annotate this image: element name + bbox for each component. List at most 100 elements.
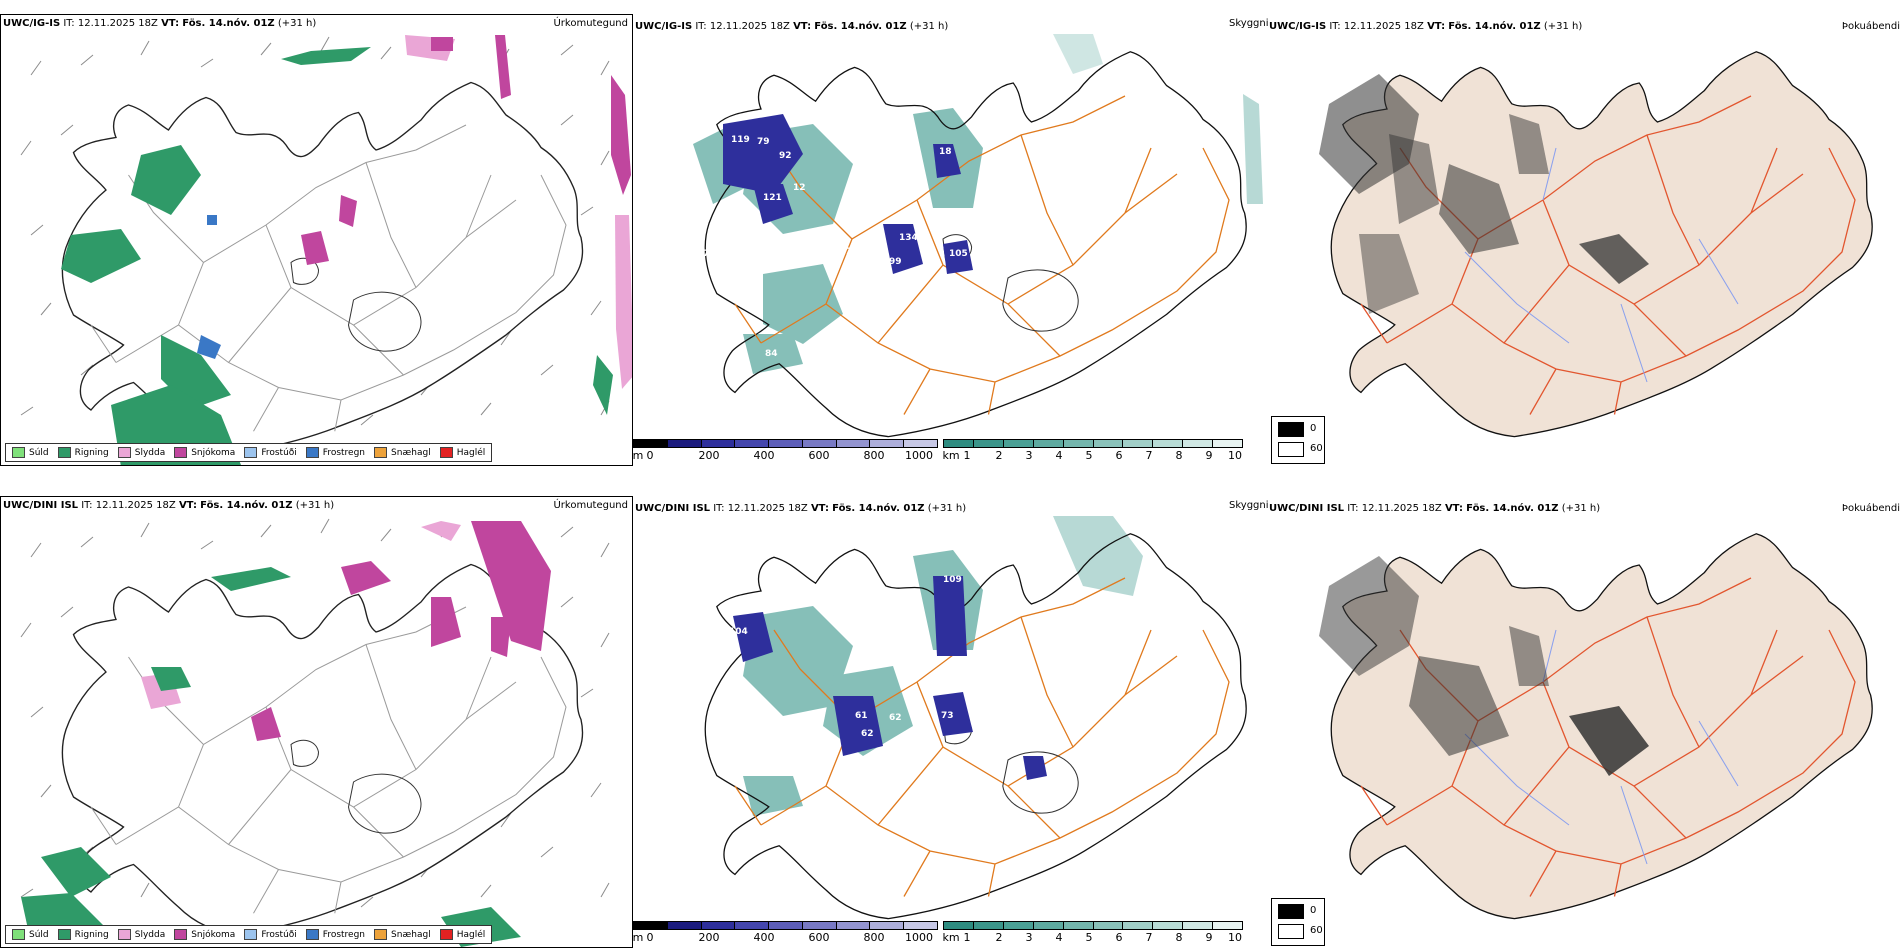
- legend-swatch: [117, 447, 131, 458]
- panel-header: UWC/DINI ISL IT: 12.11.2025 18Z VT: Fös.…: [1269, 503, 1600, 514]
- ceiling-label: 16: [993, 575, 1006, 585]
- valid-time: Fös. 14.nóv. 01Z: [182, 18, 275, 29]
- legend-item-freezing-rain: Frostregn: [305, 447, 366, 458]
- visibility-ticks: km 1 2 3 4 5 6 7 8 9 10: [942, 448, 1243, 462]
- ceiling-label: 84: [765, 349, 778, 359]
- legend-swatch: [174, 447, 188, 458]
- tick-label: 200: [698, 931, 720, 944]
- fog-label: 0: [1310, 905, 1317, 916]
- visibility-bin: [1093, 922, 1124, 929]
- ceiling-label: 62: [861, 729, 874, 739]
- legend-label: Slydda: [134, 447, 166, 458]
- vt-label: VT:: [1444, 503, 1463, 514]
- lead-time: (+31 h): [295, 500, 335, 511]
- legend-item-snow: Snjókoma: [174, 929, 235, 940]
- ceiling-bin: [735, 922, 770, 929]
- legend-swatch: [439, 447, 453, 458]
- legend-item-snow-pellets: Snæhagl: [374, 447, 431, 458]
- legend-item-snow: Snjókoma: [174, 447, 235, 458]
- valid-time: Fös. 14.nóv. 01Z: [1448, 21, 1541, 32]
- unit-label: km: [942, 931, 960, 944]
- tick-label: 600: [808, 931, 830, 944]
- it-label: IT:: [713, 503, 725, 514]
- tick-label: 6: [1115, 931, 1123, 944]
- ceiling-label: 104: [1013, 739, 1032, 749]
- visibility-bin: [1033, 440, 1064, 447]
- ceiling-label: 872: [839, 247, 858, 257]
- fog-shading: [1319, 74, 1649, 314]
- visibility-strip: [943, 921, 1243, 930]
- fog-map-svg: [1319, 533, 1873, 920]
- panel-header: UWC/IG-IS IT: 12.11.2025 18Z VT: Fös. 14…: [635, 21, 948, 32]
- precip-title: Úrkomutegund: [553, 18, 628, 29]
- visibility-bin: [1183, 440, 1214, 447]
- ceiling-label: 61: [855, 711, 868, 721]
- ceiling-bin: [904, 440, 938, 447]
- precip-legend: Súld Rigning Slydda Snjókoma Frostúði Fr…: [5, 925, 493, 944]
- fog-title: Þokuábendi: [1841, 503, 1900, 514]
- iceland-outline: [704, 51, 1247, 438]
- tick-label: 1000: [905, 931, 933, 944]
- ceiling-labels: 104 62 62 73 820 61 31 27 109 104 29 16: [729, 575, 1032, 837]
- valid-time: Fös. 14.nóv. 01Z: [1466, 503, 1559, 514]
- ceiling-bin: [667, 440, 702, 447]
- legend-swatch: [244, 929, 258, 940]
- fog-map-row2: UWC/DINI ISL IT: 12.11.2025 18Z VT: Fös.…: [1269, 496, 1900, 948]
- legend-swatch: [374, 929, 388, 940]
- visibility-colorbar: km 1 2 3 4 5 6 7 8 9 10: [942, 439, 1243, 462]
- legend-swatch: [305, 447, 319, 458]
- legend-swatch: [57, 447, 71, 458]
- visibility-map-svg: 119 79 92 121 12 134 872 99 105 73 84 18…: [693, 34, 1263, 438]
- valid-time: Fös. 14.nóv. 01Z: [200, 500, 293, 511]
- ceiling-bin: [634, 922, 668, 929]
- init-time: 12.11.2025 18Z: [1361, 503, 1442, 514]
- vt-label: VT:: [793, 21, 812, 32]
- visibility-bin: [1063, 440, 1094, 447]
- legend-label: Súld: [29, 447, 49, 458]
- vt-label: VT:: [810, 503, 829, 514]
- tick-label: 2: [995, 931, 1003, 944]
- model-name: UWC/DINI ISL: [3, 500, 79, 511]
- tick-label: 8: [1175, 931, 1183, 944]
- legend-label: Snæhagl: [391, 929, 431, 940]
- fog-map-svg: [1319, 51, 1873, 438]
- model-name: UWC/IG-IS: [3, 18, 61, 29]
- tick-label: 1: [963, 931, 971, 944]
- legend-swatch: [12, 447, 25, 458]
- model-name: UWC/DINI ISL: [635, 503, 711, 514]
- low-ceiling-areas: [723, 114, 973, 274]
- tick-label: 200: [698, 449, 720, 462]
- fog-swatch-light: [1278, 442, 1304, 457]
- ceiling-label: 31: [839, 759, 852, 769]
- precip-legend: Súld Rigning Slydda Snjókoma Frostúði Fr…: [5, 443, 493, 462]
- ceiling-bin: [735, 440, 770, 447]
- ceiling-colorbar: m 0 200 400 600 800 1000: [633, 439, 938, 462]
- panel-header: UWC/IG-IS IT: 12.11.2025 18Z VT: Fös. 14…: [1269, 21, 1582, 32]
- visibility-bin: [1153, 922, 1184, 929]
- legend-label: Snjókoma: [191, 929, 236, 940]
- ceiling-bin: [802, 440, 837, 447]
- it-label: IT:: [1347, 503, 1359, 514]
- legend-label: Frostregn: [322, 447, 366, 458]
- ceiling-bin: [701, 922, 736, 929]
- visibility-bin: [944, 922, 974, 929]
- legend-item-freezing-rain: Frostregn: [305, 929, 365, 940]
- legend-swatch: [57, 929, 71, 940]
- legend-item-sleet: Slydda: [117, 929, 165, 940]
- tick-label: 600: [808, 449, 830, 462]
- visibility-title: Skyggni: [1229, 500, 1269, 511]
- model-name: UWC/IG-IS: [635, 21, 693, 32]
- init-time: 12.11.2025 18Z: [709, 21, 790, 32]
- lead-time: (+31 h): [1543, 21, 1583, 32]
- fog-title: Þokuábendi: [1841, 21, 1900, 32]
- precip-map-row1: UWC/IG-IS IT: 12.11.2025 18Z VT: Fös. 14…: [0, 14, 633, 466]
- legend-label: Haglél: [456, 447, 486, 458]
- lead-time: (+31 h): [927, 503, 967, 514]
- legend-item-rain: Rigning: [57, 447, 109, 458]
- visibility-ticks: km 1 2 3 4 5 6 7 8 9 10: [942, 930, 1243, 944]
- legend-label: Snæhagl: [391, 447, 431, 458]
- legend-label: Haglél: [456, 929, 486, 940]
- legend-item-drizzle: Súld: [12, 929, 49, 940]
- ceiling-label: 92: [779, 151, 792, 161]
- legend-item-drizzle: Súld: [12, 447, 49, 458]
